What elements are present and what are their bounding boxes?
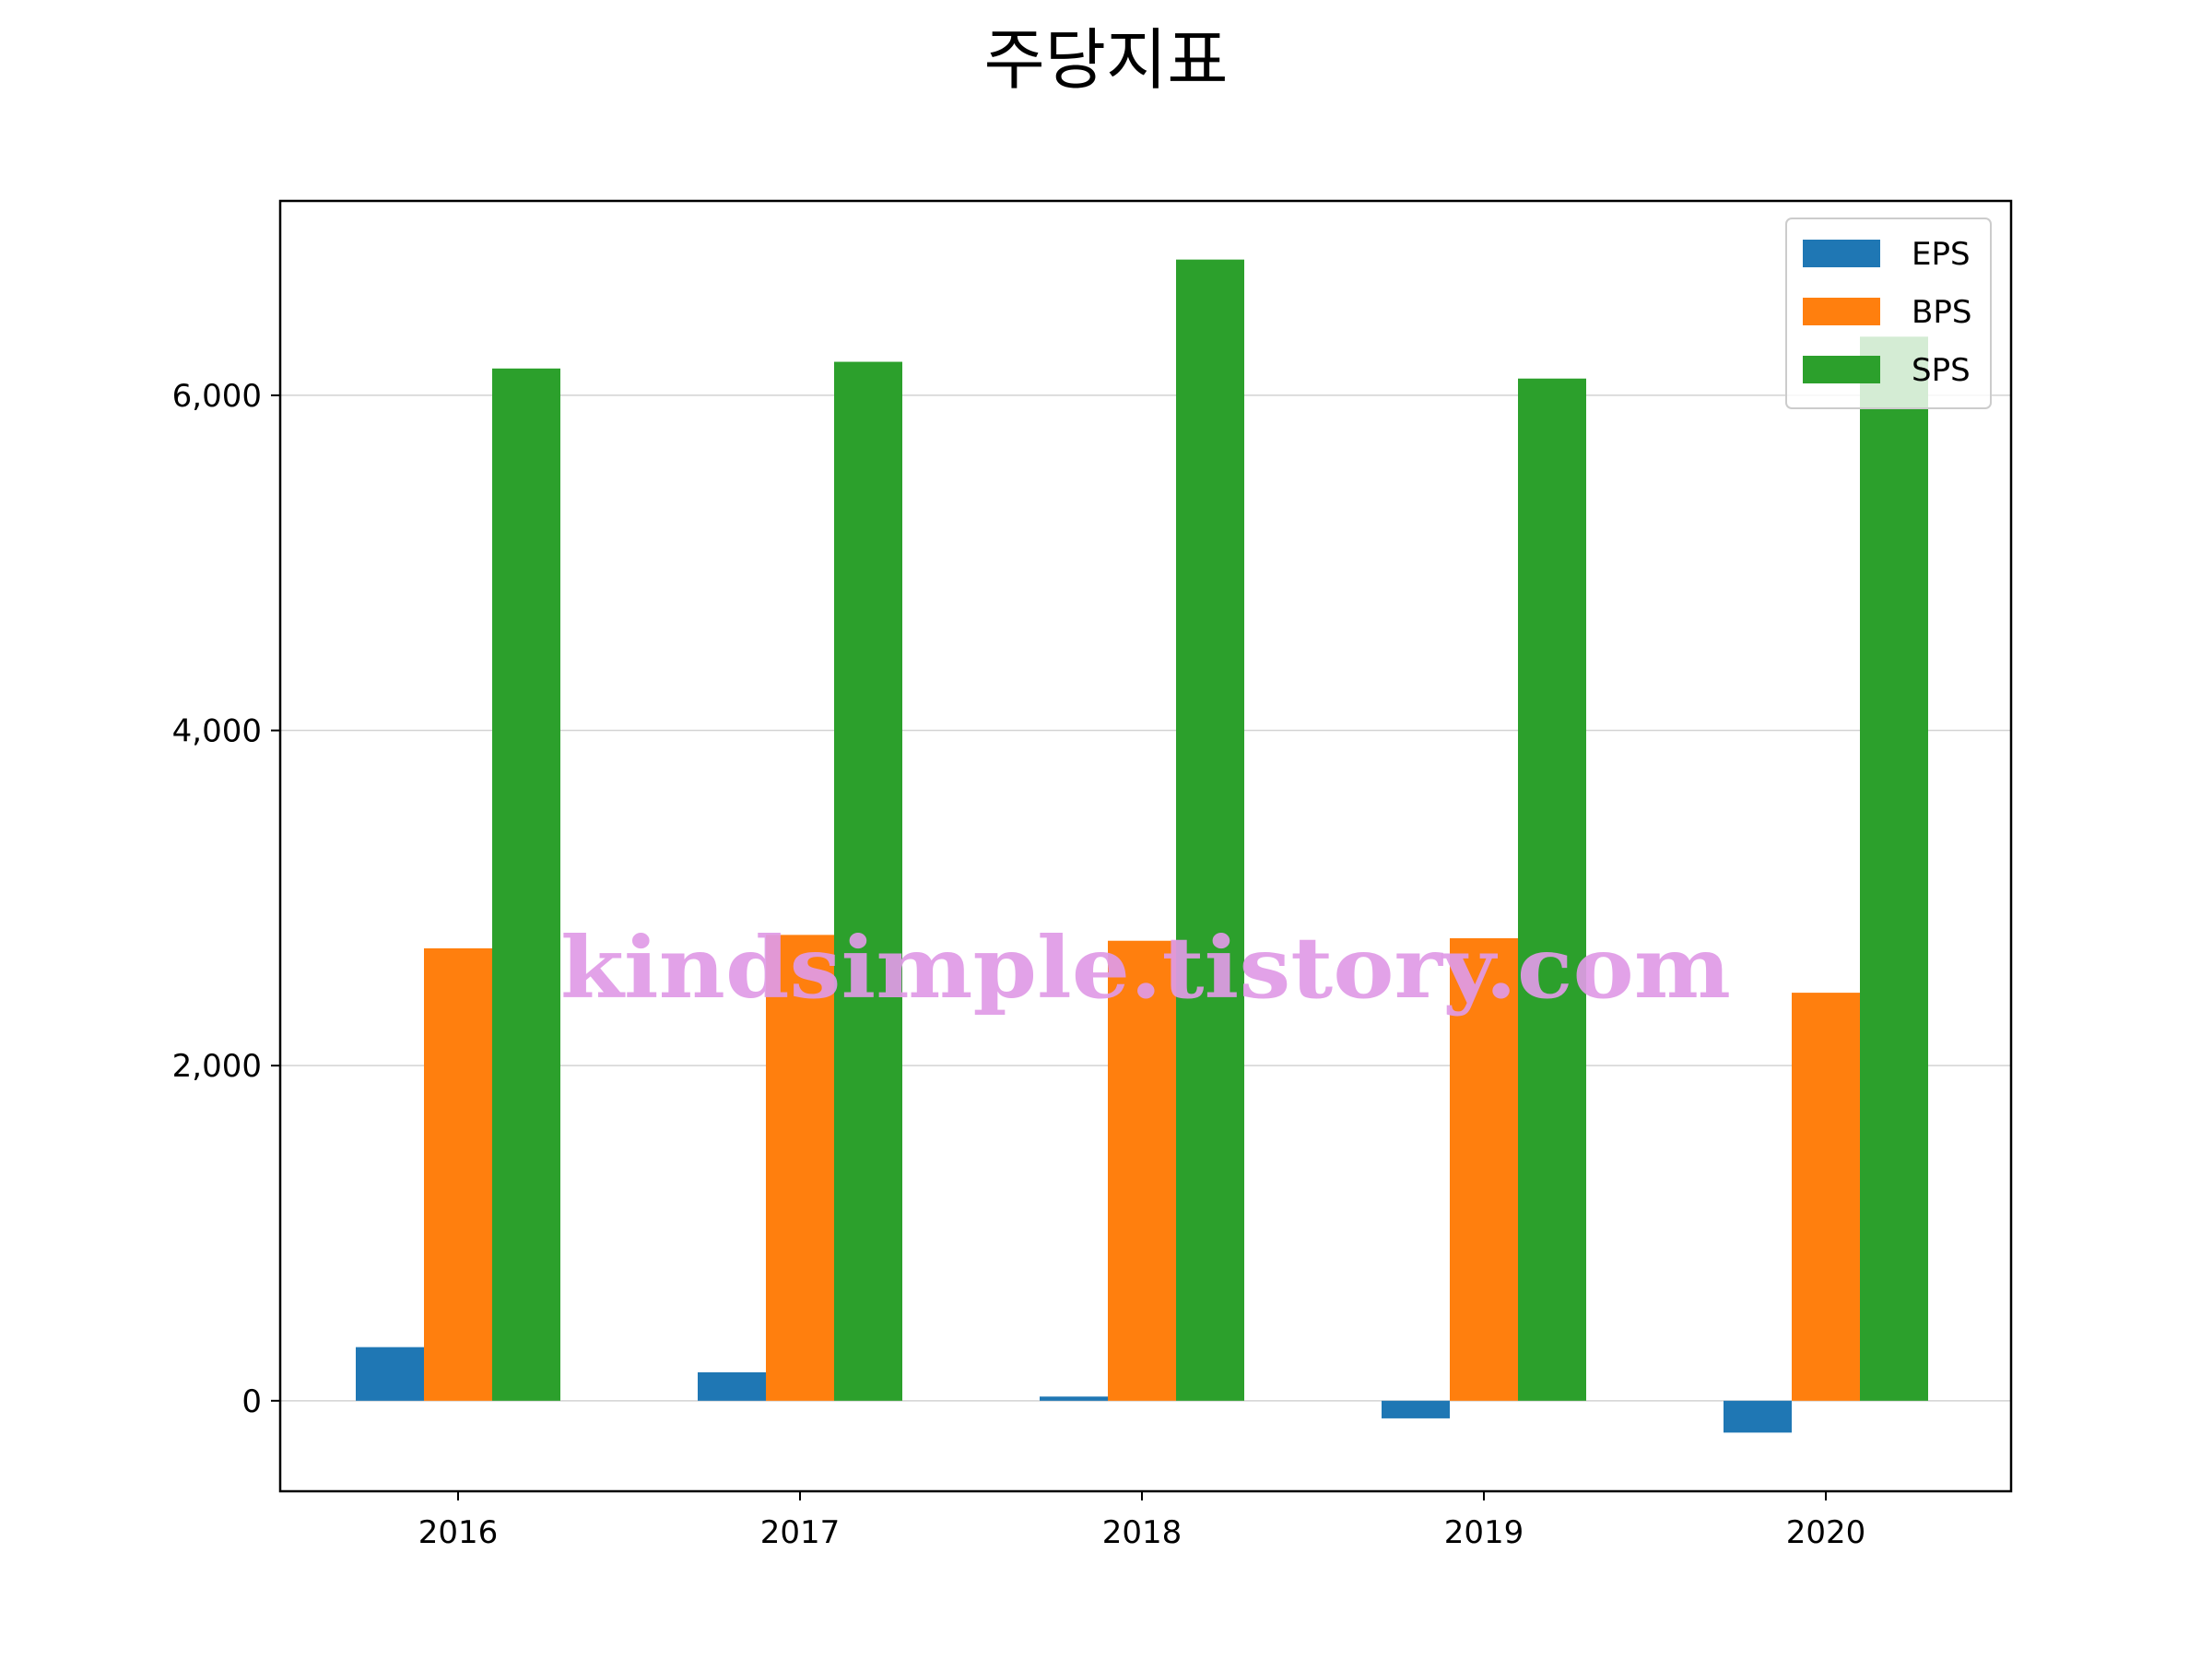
legend: EPS BPS SPS	[1785, 218, 1992, 409]
bars	[356, 259, 1928, 1433]
bar-sps-2017	[834, 361, 902, 1401]
y-tick-label: 6,000	[172, 378, 262, 415]
bar-sps-2016	[492, 368, 560, 1401]
chart-title: 주당지표	[984, 21, 1229, 99]
bar-sps-2019	[1518, 378, 1586, 1401]
y-tick-label: 0	[241, 1383, 262, 1420]
bar-sps-2020	[1860, 336, 1928, 1401]
plot-area-frame	[278, 199, 2013, 1493]
x-tick-label: 2017	[760, 1514, 841, 1551]
bar-bps-2018	[1108, 940, 1176, 1401]
y-tick-label: 2,000	[172, 1048, 262, 1085]
bar-eps-2019	[1382, 1400, 1450, 1418]
bar-bps-2019	[1450, 938, 1518, 1401]
legend-swatch-bps	[1803, 298, 1880, 325]
x-axis: 2016 2017 2018 2019 2020	[418, 1491, 1866, 1551]
bar-eps-2016	[356, 1347, 424, 1401]
legend-label-bps: BPS	[1912, 294, 1971, 331]
legend-swatch-eps	[1803, 240, 1880, 267]
bar-eps-2020	[1724, 1400, 1792, 1433]
legend-label-eps: EPS	[1912, 236, 1971, 273]
y-axis: 0 2,000 4,000 6,000	[172, 378, 280, 1420]
bar-eps-2018	[1040, 1396, 1108, 1401]
legend-label-sps: SPS	[1912, 352, 1971, 389]
bar-bps-2017	[766, 935, 834, 1401]
bar-eps-2017	[698, 1371, 766, 1401]
x-tick-label: 2016	[418, 1514, 499, 1551]
bar-bps-2016	[424, 947, 492, 1401]
x-tick-label: 2020	[1786, 1514, 1866, 1551]
y-tick-label: 4,000	[172, 713, 262, 750]
x-tick-label: 2018	[1102, 1514, 1182, 1551]
bar-sps-2018	[1176, 259, 1244, 1401]
legend-swatch-sps	[1803, 356, 1880, 383]
watermark-text: kindsimple.tistory.com	[560, 918, 1731, 1018]
x-tick-label: 2019	[1444, 1514, 1524, 1551]
bar-bps-2020	[1792, 993, 1860, 1401]
